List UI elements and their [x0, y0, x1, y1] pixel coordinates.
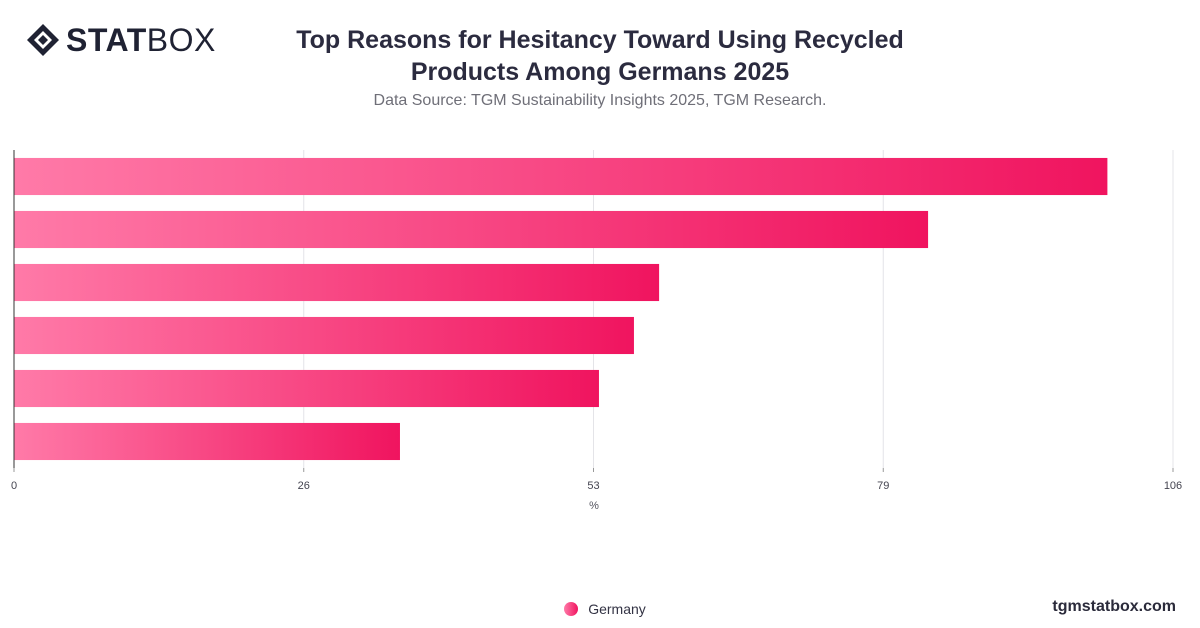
footer-site-url[interactable]: tgmstatbox.com: [1052, 598, 1176, 615]
legend-label: Germany: [588, 601, 646, 617]
logo-text-light: BOX: [146, 22, 216, 58]
legend: Germany: [0, 601, 1200, 617]
bar-5[interactable]: [14, 369, 599, 408]
statbox-logo: STATBOX: [26, 22, 216, 58]
x-axis-label: %: [589, 500, 599, 512]
bar-6[interactable]: [14, 422, 400, 461]
statbox-diamond-icon: [27, 24, 59, 56]
bar-3[interactable]: [14, 263, 660, 302]
x-tick-label: 0: [11, 480, 17, 492]
legend-swatch: [564, 602, 579, 616]
chart-subtitle: Data Source: TGM Sustainability Insights…: [373, 92, 827, 109]
bar-4[interactable]: [14, 316, 634, 355]
x-tick-label: 106: [1164, 480, 1182, 492]
legend-item-germany[interactable]: Germany: [564, 601, 646, 617]
x-tick-label: 79: [877, 480, 889, 492]
chart-title: Top Reasons for Hesitancy Toward Using R…: [296, 26, 904, 86]
bar-2[interactable]: [14, 210, 929, 249]
grid-lines: [303, 150, 1174, 468]
logo-text-bold: STAT: [66, 22, 147, 58]
x-tick-label: 53: [587, 480, 599, 492]
x-tick-label: 26: [298, 480, 310, 492]
logo-text: STATBOX: [66, 22, 216, 58]
x-axis: 0 26 53 79 106: [11, 150, 1182, 492]
bars: [14, 157, 1108, 461]
bar-1[interactable]: [14, 157, 1108, 196]
